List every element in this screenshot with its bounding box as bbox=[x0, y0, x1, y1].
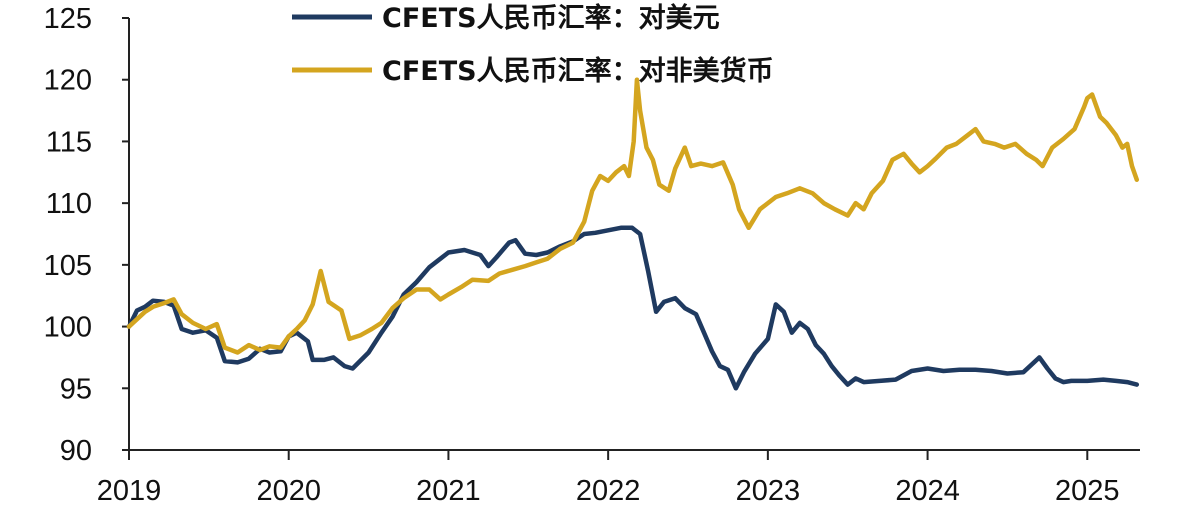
x-ticks: 2019 2020 2021 2022 2023 2024 2025 bbox=[97, 450, 1120, 505]
series-line-nonusd bbox=[126, 77, 1140, 355]
series-lines bbox=[126, 77, 1140, 391]
y-tick-label: 95 bbox=[60, 373, 92, 405]
legend-label-usd: CFETS人民币汇率：对美元 bbox=[382, 2, 720, 34]
legend-item-nonusd: CFETS人民币汇率：对非美货币 bbox=[292, 55, 774, 87]
legend-item-usd: CFETS人民币汇率：对美元 bbox=[292, 2, 720, 34]
y-tick-label: 100 bbox=[44, 312, 92, 344]
y-tick-label: 125 bbox=[44, 3, 92, 35]
x-tick-label: 2024 bbox=[895, 475, 960, 505]
x-tick-label: 2020 bbox=[256, 475, 321, 505]
axes bbox=[128, 18, 1140, 451]
y-tick-label: 105 bbox=[44, 250, 92, 282]
x-tick-label: 2023 bbox=[736, 475, 801, 505]
series-line-usd bbox=[126, 225, 1140, 391]
y-ticks: 90 95 100 105 110 115 120 125 bbox=[44, 3, 129, 467]
y-tick-label: 110 bbox=[46, 188, 92, 220]
y-tick-label: 115 bbox=[46, 126, 92, 158]
x-tick-label: 2025 bbox=[1055, 475, 1120, 505]
y-tick-label: 90 bbox=[60, 435, 92, 467]
x-tick-label: 2022 bbox=[576, 475, 641, 505]
y-tick-label: 120 bbox=[44, 65, 92, 97]
legend-label-nonusd: CFETS人民币汇率：对非美货币 bbox=[382, 55, 774, 87]
x-tick-label: 2021 bbox=[416, 475, 481, 505]
x-tick-label: 2019 bbox=[97, 475, 162, 505]
legend: CFETS人民币汇率：对美元 CFETS人民币汇率：对非美货币 bbox=[292, 2, 774, 87]
